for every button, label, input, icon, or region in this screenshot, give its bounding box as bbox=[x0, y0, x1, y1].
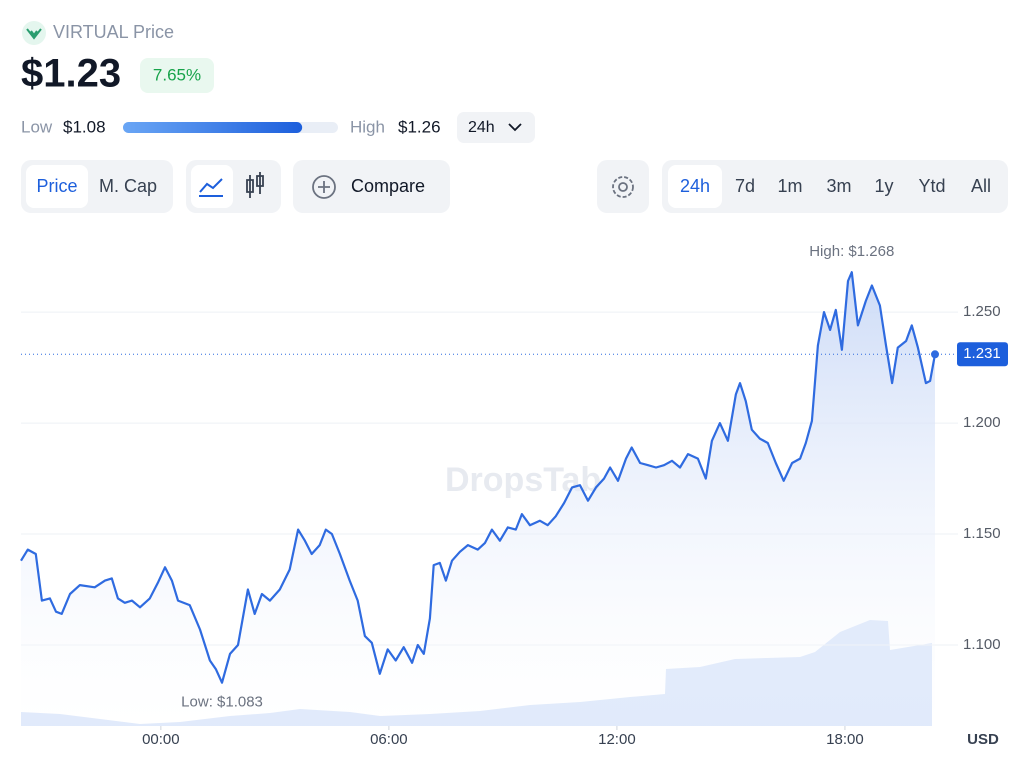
current-badge bbox=[957, 342, 1008, 367]
x-tick-label: 18:00 bbox=[826, 731, 864, 748]
x-tick-label: 00:00 bbox=[142, 731, 180, 748]
gear-icon bbox=[612, 176, 634, 198]
range-tab[interactable]: 24h bbox=[680, 176, 710, 196]
range-tab[interactable]: 3m bbox=[826, 176, 851, 196]
price: $1.23 bbox=[21, 52, 121, 96]
y-tick-label: 1.100 bbox=[963, 636, 1001, 653]
range-tab[interactable]: 1m bbox=[777, 176, 802, 196]
range-tab-active[interactable] bbox=[668, 165, 722, 208]
current-point bbox=[931, 350, 939, 359]
high-value: $1.26 bbox=[398, 117, 441, 136]
metric-tab[interactable]: Price bbox=[36, 176, 77, 196]
y-tick-label: 1.250 bbox=[963, 303, 1001, 320]
chevron bbox=[508, 123, 522, 132]
range-group bbox=[662, 160, 1008, 213]
token-title: VIRTUAL Price bbox=[53, 22, 174, 42]
plus-icon-cross bbox=[318, 181, 330, 193]
compare-button[interactable] bbox=[293, 160, 450, 213]
y-tick-label: 1.200 bbox=[963, 414, 1001, 431]
token-logo bbox=[22, 21, 46, 45]
range-tab[interactable]: All bbox=[971, 176, 991, 196]
high-label: High bbox=[350, 117, 385, 136]
token-logo-mark bbox=[26, 28, 42, 40]
high-annotation: High: $1.268 bbox=[809, 243, 894, 260]
range-tab[interactable]: 7d bbox=[735, 176, 755, 196]
compare[interactable]: Compare bbox=[351, 176, 425, 196]
range-tab[interactable]: 1y bbox=[874, 176, 893, 196]
low-value: $1.08 bbox=[63, 117, 106, 136]
plus-icon bbox=[312, 175, 336, 199]
unit-label: USD bbox=[967, 731, 999, 748]
metric-tab-active[interactable] bbox=[26, 165, 88, 208]
period-select[interactable] bbox=[457, 112, 535, 143]
x-tick-label: 12:00 bbox=[598, 731, 636, 748]
candle-icon[interactable] bbox=[246, 172, 264, 198]
metric-tab[interactable]: M. Cap bbox=[99, 176, 157, 196]
low-label: Low bbox=[21, 117, 53, 136]
price-line bbox=[20, 271, 937, 684]
low-annotation: Low: $1.083 bbox=[181, 694, 263, 711]
settings-button[interactable] bbox=[597, 160, 649, 213]
gear-center bbox=[618, 182, 628, 192]
period[interactable]: 24h bbox=[468, 119, 495, 136]
range-tab[interactable]: Ytd bbox=[918, 176, 945, 196]
current-value: 1.231 bbox=[963, 345, 1001, 362]
range-fill bbox=[123, 122, 303, 133]
y-tick-label: 1.150 bbox=[963, 525, 1001, 542]
range-tabs: 24h 7d 1m 3m 1y Ytd All bbox=[680, 176, 991, 196]
price-area bbox=[21, 272, 935, 726]
line-icon bbox=[199, 178, 223, 197]
change: 7.65% bbox=[153, 65, 201, 84]
change-badge bbox=[140, 58, 214, 93]
x-tick-label: 06:00 bbox=[370, 731, 408, 748]
